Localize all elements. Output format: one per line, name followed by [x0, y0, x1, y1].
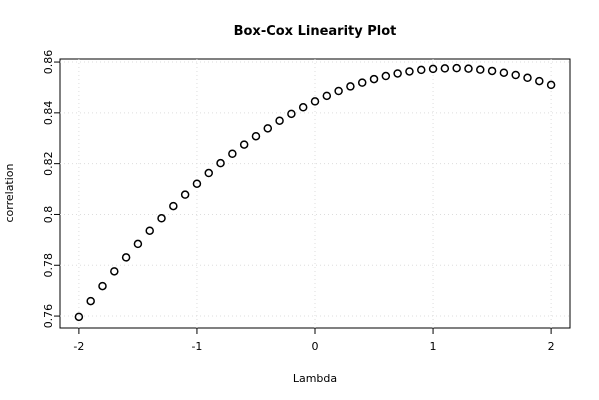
point	[546, 80, 556, 90]
point	[157, 214, 166, 223]
point	[133, 239, 143, 249]
point	[169, 201, 178, 211]
y-tick-label: 0.82	[42, 151, 55, 176]
point	[287, 109, 296, 119]
point	[334, 86, 343, 96]
point	[74, 312, 84, 322]
point	[393, 69, 402, 78]
y-axis-label: correlation	[3, 163, 16, 222]
point	[440, 64, 450, 73]
point	[110, 267, 119, 276]
x-tick-label: 0	[312, 340, 319, 353]
point	[346, 82, 355, 91]
point	[381, 71, 391, 81]
point	[180, 190, 190, 199]
x-tick-label: -1	[191, 340, 202, 353]
point	[428, 64, 438, 74]
point	[487, 66, 497, 76]
point	[216, 158, 225, 168]
point	[204, 168, 213, 178]
point	[511, 70, 520, 80]
point	[417, 65, 426, 75]
point	[310, 97, 320, 106]
x-tick-label: 1	[430, 340, 437, 353]
point	[298, 103, 308, 112]
point	[239, 140, 249, 149]
y-tick-label: 0.84	[42, 101, 55, 126]
point	[523, 73, 532, 83]
x-axis-label: Lambda	[293, 372, 337, 385]
point	[499, 68, 509, 77]
point	[357, 78, 367, 87]
point	[405, 67, 414, 76]
point	[192, 179, 202, 188]
chart-title: Box-Cox Linearity Plot	[234, 24, 397, 39]
y-tick-label: 0.78	[42, 253, 55, 278]
point	[263, 124, 273, 133]
point	[121, 253, 131, 262]
y-tick-label: 0.8	[42, 206, 55, 224]
y-tick-label: 0.86	[42, 50, 55, 75]
point	[251, 131, 261, 141]
y-tick-label: 0.76	[42, 304, 55, 329]
point	[452, 63, 461, 73]
point	[145, 226, 154, 235]
x-tick-label: -2	[73, 340, 84, 353]
point	[275, 116, 284, 125]
x-tick-label: 2	[548, 340, 555, 353]
point	[228, 149, 237, 158]
point	[464, 64, 473, 73]
point	[535, 76, 544, 86]
point	[98, 281, 107, 291]
point	[322, 91, 332, 101]
point	[369, 74, 379, 84]
point	[476, 65, 485, 74]
point	[86, 296, 95, 306]
